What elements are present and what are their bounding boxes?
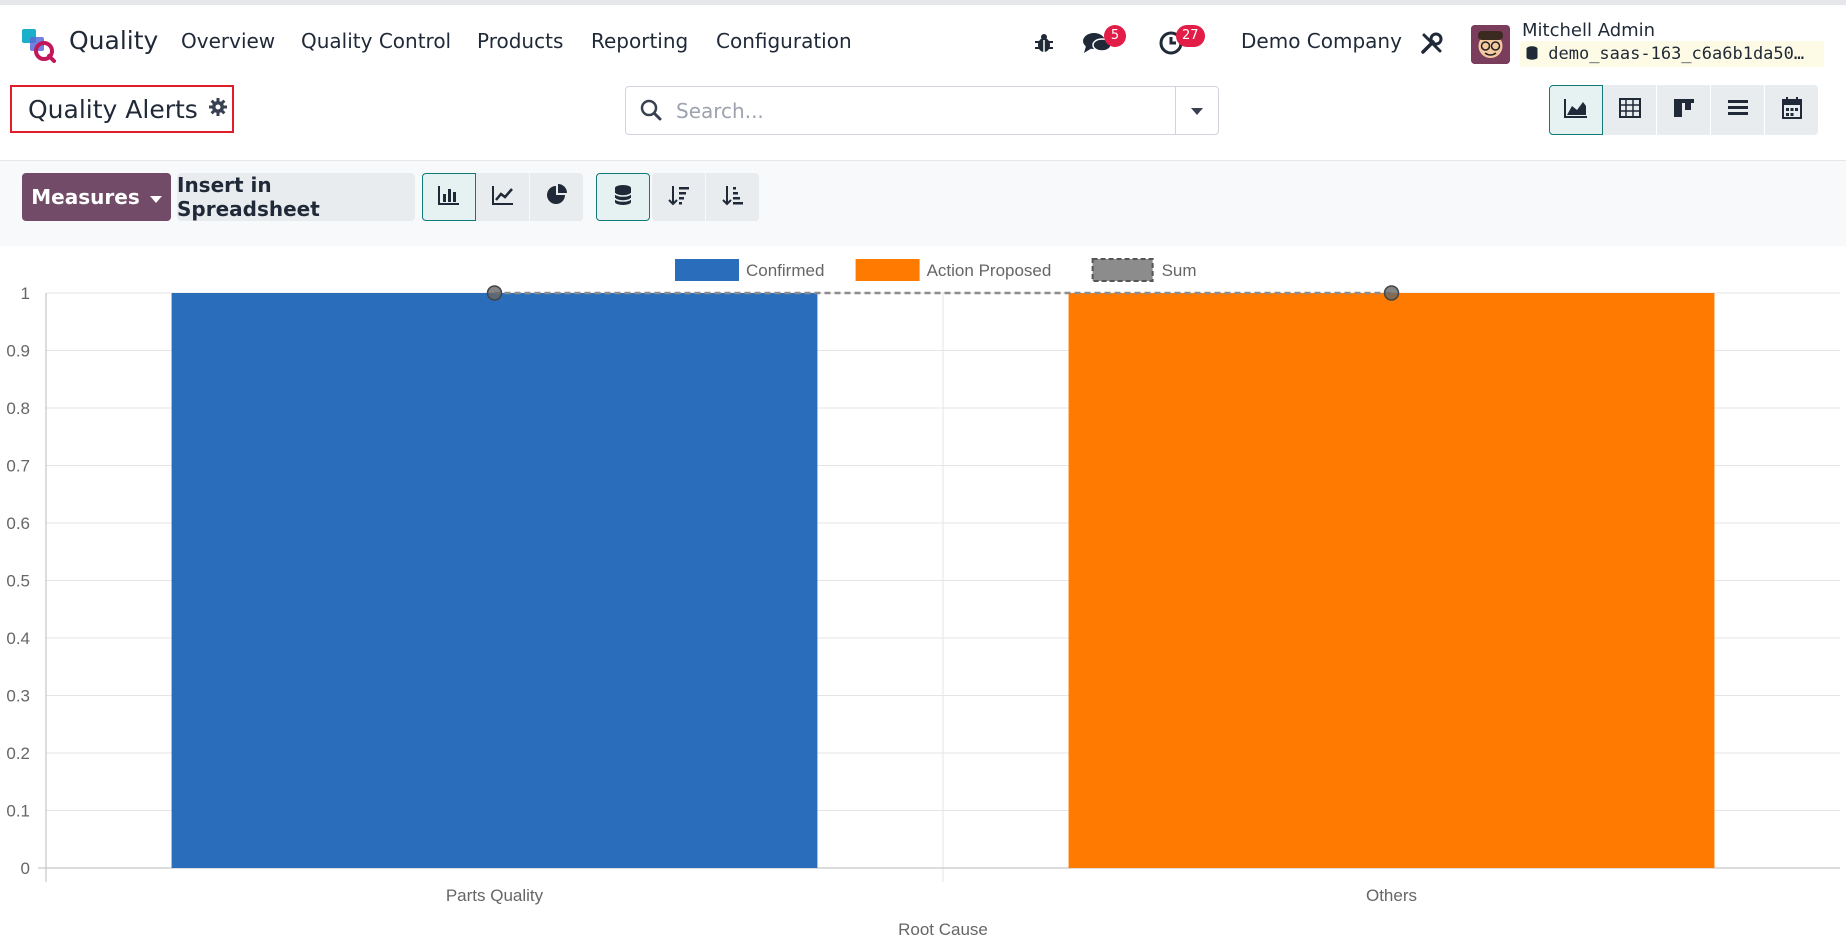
database-name: demo_saas-163_c6a6b1da50… [1548, 44, 1805, 64]
legend-label: Sum [1162, 261, 1197, 280]
company-switcher[interactable]: Demo Company [1241, 29, 1402, 53]
quality-app-logo-icon[interactable] [20, 27, 56, 63]
bar-chart-icon [438, 185, 460, 209]
tools-icon[interactable] [1416, 27, 1448, 59]
gear-icon[interactable] [208, 97, 228, 121]
database-badge: demo_saas-163_c6a6b1da50… [1520, 41, 1824, 67]
user-avatar[interactable] [1471, 25, 1510, 64]
sort-ascending-icon [721, 184, 744, 210]
list-icon [1727, 99, 1749, 121]
bar-confirmed [171, 293, 818, 868]
table-icon [1618, 98, 1641, 122]
sum-point [1383, 285, 1400, 301]
y-tick-label: 0.2 [6, 744, 30, 763]
y-tick-label: 0.3 [6, 687, 30, 706]
y-tick-label: 1 [21, 284, 30, 303]
y-tick-label: 0.5 [6, 572, 30, 591]
x-axis-ticks: Parts Quality Others [446, 886, 1417, 905]
y-tick-label: 0.1 [6, 802, 30, 821]
kanban-icon [1673, 98, 1695, 122]
legend-label: Confirmed [746, 261, 824, 280]
view-kanban-button[interactable] [1657, 85, 1711, 135]
user-name[interactable]: Mitchell Admin [1522, 20, 1656, 41]
view-pivot-button[interactable] [1603, 85, 1657, 135]
search-bar [625, 86, 1219, 135]
top-navbar: Quality Overview Quality Control Product… [0, 0, 1846, 78]
view-list-button[interactable] [1711, 85, 1765, 135]
sum-point [486, 285, 503, 301]
menu-overview[interactable]: Overview [181, 29, 276, 53]
menu-reporting[interactable]: Reporting [591, 29, 689, 53]
sort-descending-button[interactable] [652, 173, 706, 221]
caret-down-icon [149, 185, 162, 209]
legend-swatch [675, 259, 739, 281]
y-tick-label: 0.9 [6, 342, 30, 361]
messages-badge: 5 [1104, 25, 1126, 47]
y-tick-label: 0.8 [6, 399, 30, 418]
measures-label: Measures [31, 185, 140, 209]
y-tick-label: 0 [21, 859, 30, 878]
menu-quality-control[interactable]: Quality Control [301, 29, 452, 53]
database-stack-icon [614, 184, 632, 210]
y-tick-label: 0.4 [6, 629, 30, 648]
x-axis-label: Root Cause [898, 920, 988, 939]
sum-line [486, 285, 1400, 301]
bar-action-proposed [1068, 293, 1715, 868]
caret-down-icon [1191, 101, 1203, 120]
control-panel: Quality Alerts [0, 78, 1846, 161]
calendar-icon [1781, 97, 1802, 123]
pie-chart-button[interactable] [530, 173, 584, 221]
menu-configuration[interactable]: Configuration [716, 29, 852, 53]
line-chart-icon [491, 185, 514, 209]
area-chart-icon [1564, 98, 1588, 122]
search-input[interactable] [676, 99, 1156, 123]
legend-swatch [855, 259, 920, 281]
search-options-toggle[interactable] [1175, 87, 1218, 134]
chart-legend: Confirmed Action Proposed Sum [675, 258, 1197, 282]
activities-badge: 27 [1176, 25, 1205, 47]
insert-in-spreadsheet-button[interactable]: Insert in Spreadsheet [177, 173, 415, 221]
menu-products[interactable]: Products [477, 29, 564, 53]
stacked-button[interactable] [596, 173, 650, 221]
legend-label: Action Proposed [927, 261, 1052, 280]
stacked-group [596, 173, 650, 221]
y-tick-label: 0.7 [6, 457, 30, 476]
line-chart-button[interactable] [476, 173, 530, 221]
sort-ascending-button[interactable] [706, 173, 760, 221]
x-tick-label: Parts Quality [446, 886, 544, 905]
view-switcher [1549, 85, 1819, 135]
graph-toolbar: Measures Insert in Spreadsheet [0, 161, 1846, 246]
chart-type-group [422, 173, 584, 221]
graph-chart: 0 0.1 0.2 0.3 0.4 0.5 0.6 0.7 0.8 0.9 1 Parts Qual… [6, 258, 1840, 939]
view-graph-button[interactable] [1549, 85, 1603, 135]
y-tick-label: 0.6 [6, 514, 30, 533]
app-name[interactable]: Quality [69, 26, 159, 55]
sort-group [652, 173, 760, 221]
legend-swatch [1091, 258, 1154, 282]
breadcrumb: Quality Alerts [10, 85, 234, 133]
database-icon [1526, 44, 1548, 64]
pie-chart-icon [546, 184, 568, 210]
search-icon [640, 99, 662, 125]
view-calendar-button[interactable] [1765, 85, 1819, 135]
y-axis-ticks: 0 0.1 0.2 0.3 0.4 0.5 0.6 0.7 0.8 0.9 1 [6, 284, 30, 878]
sort-descending-icon [667, 184, 690, 210]
x-tick-label: Others [1366, 886, 1417, 905]
debug-icon[interactable] [1028, 27, 1060, 59]
chart-bars [171, 293, 1715, 868]
measures-button[interactable]: Measures [22, 173, 171, 221]
page-title: Quality Alerts [28, 94, 198, 124]
bar-chart-button[interactable] [422, 173, 476, 221]
